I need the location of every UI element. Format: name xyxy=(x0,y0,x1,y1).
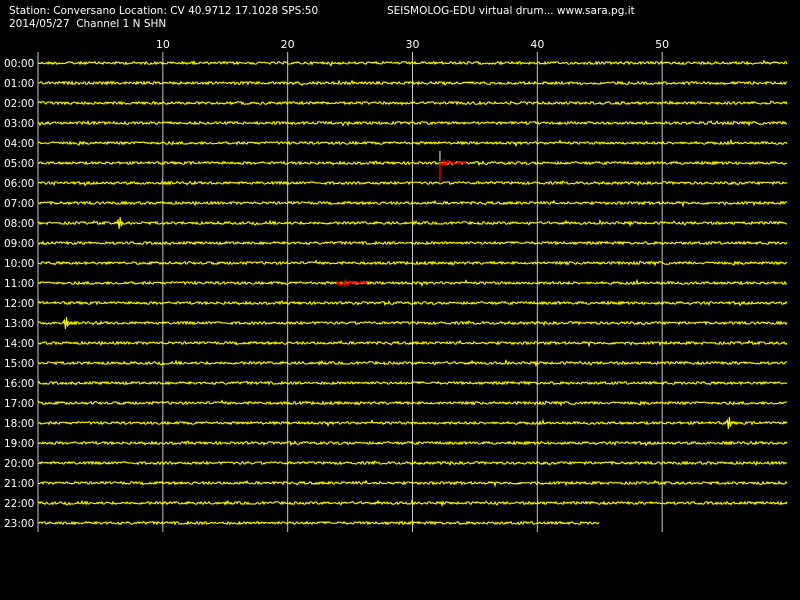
hour-label: 06:00 xyxy=(4,178,34,190)
trace-line xyxy=(37,498,788,508)
hour-labels: 00:00 01:00 02:00 03:00 04:00 05:00 06:00 07:00… xyxy=(4,58,34,530)
grid-lines xyxy=(37,52,663,532)
hour-label: 13:00 xyxy=(4,318,34,330)
x-tick-label: 50 xyxy=(655,38,669,51)
trace-line xyxy=(37,138,788,148)
x-tick-label: 20 xyxy=(281,38,295,51)
hour-label: 12:00 xyxy=(4,298,34,310)
trace-line xyxy=(37,399,788,407)
x-tick-label: 40 xyxy=(530,38,544,51)
trace-spike xyxy=(62,316,70,330)
trace-line xyxy=(37,339,788,348)
trace-line xyxy=(37,380,788,386)
x-tick-label: 10 xyxy=(156,38,170,51)
hour-label: 23:00 xyxy=(4,518,34,530)
trace-line xyxy=(37,240,788,246)
trace-line xyxy=(37,460,788,467)
hour-label: 08:00 xyxy=(4,218,34,230)
trace-line xyxy=(37,199,788,208)
hour-label: 04:00 xyxy=(4,138,34,150)
hour-label: 11:00 xyxy=(4,278,34,290)
trace-line xyxy=(37,59,788,67)
hour-label: 16:00 xyxy=(4,378,34,390)
hour-label: 15:00 xyxy=(4,358,34,370)
trace-line xyxy=(37,320,788,327)
x-tick-labels: 10 20 30 40 50 xyxy=(156,38,669,51)
hour-label: 05:00 xyxy=(4,158,34,170)
hour-label: 22:00 xyxy=(4,498,34,510)
trace-line xyxy=(37,218,788,228)
hour-label: 00:00 xyxy=(4,58,34,70)
trace-line xyxy=(37,160,788,167)
date-channel-info: 2014/05/27 Channel 1 N SHN xyxy=(9,18,167,30)
trace-line xyxy=(37,180,788,187)
earthquake-event xyxy=(335,278,368,286)
trace-line xyxy=(37,520,600,526)
trace-lines xyxy=(37,59,788,526)
hour-label: 17:00 xyxy=(4,398,34,410)
hour-label: 09:00 xyxy=(4,238,34,250)
trace-line xyxy=(37,119,788,127)
trace-line xyxy=(37,418,788,428)
hour-label: 14:00 xyxy=(4,338,34,350)
trace-line xyxy=(37,358,788,368)
event-markers xyxy=(335,151,467,286)
trace-spike xyxy=(115,216,124,230)
x-tick-label: 30 xyxy=(406,38,420,51)
trace-spike xyxy=(724,416,733,430)
trace-line xyxy=(37,300,788,307)
hour-label: 20:00 xyxy=(4,458,34,470)
hour-label: 02:00 xyxy=(4,98,34,110)
trace-line xyxy=(37,100,788,106)
hour-label: 07:00 xyxy=(4,198,34,210)
hour-label: 18:00 xyxy=(4,418,34,430)
hour-label: 21:00 xyxy=(4,478,34,490)
hour-label: 19:00 xyxy=(4,438,34,450)
trace-line xyxy=(37,440,788,447)
brand-label: SEISMOLOG-EDU virtual drum... www.sara.p… xyxy=(387,5,635,17)
trace-line xyxy=(37,259,788,267)
earthquake-event xyxy=(439,151,467,182)
hour-label: 03:00 xyxy=(4,118,34,130)
trace-line xyxy=(37,79,788,87)
trace-line xyxy=(37,278,788,288)
hour-label: 10:00 xyxy=(4,258,34,270)
hour-label: 01:00 xyxy=(4,78,34,90)
station-info: Station: Conversano Location: CV 40.9712… xyxy=(9,5,319,17)
trace-line xyxy=(37,479,788,488)
